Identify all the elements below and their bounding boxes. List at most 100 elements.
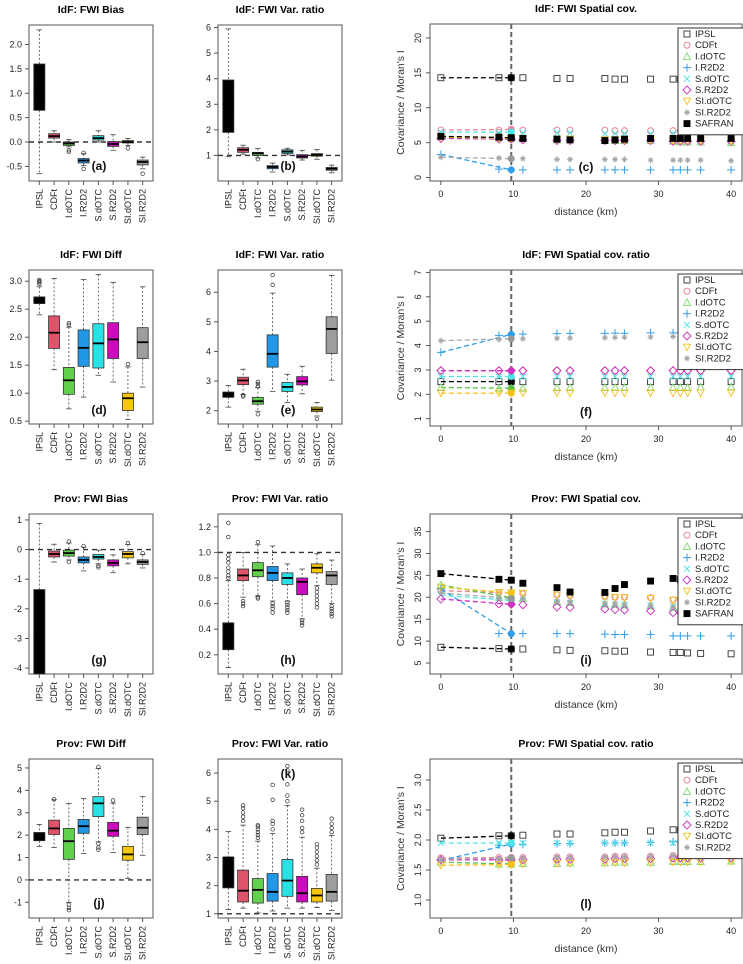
outlier-point: [285, 782, 290, 787]
highlight-point: [507, 589, 515, 597]
data-point: [696, 857, 705, 866]
box-I.dOTC: I.dOTC: [251, 379, 264, 461]
x-tick-label: S.dOTC: [93, 682, 103, 715]
data-point: [668, 389, 678, 398]
data-point: [436, 583, 446, 592]
box-I.dOTC: I.dOTC: [62, 321, 75, 461]
data-point: [601, 373, 609, 380]
data-point: [620, 389, 629, 398]
data-point: [612, 600, 619, 607]
y-tick-label: 1.5: [9, 64, 22, 74]
outlier-point: [314, 862, 320, 867]
outlier-point: [240, 604, 246, 609]
x-tick-label: S.R2D2: [297, 432, 307, 464]
series-dashed-line: [440, 128, 512, 131]
y-tick-label: 2: [413, 392, 423, 397]
data-point: [601, 126, 609, 134]
outlier-point: [299, 813, 305, 818]
series-SI.R2D2: [437, 154, 735, 164]
plot-frame: [28, 269, 154, 425]
outlier-point: [226, 565, 231, 570]
legend-symbol: [683, 276, 691, 284]
box-IPSL: IPSL: [33, 277, 46, 452]
chart-title: Prov: FWI Bias: [54, 493, 128, 505]
box-I.dOTC: I.dOTC: [251, 540, 264, 711]
data-point: [494, 859, 504, 868]
data-point: [436, 855, 446, 865]
data-point: [670, 157, 677, 164]
series-dashed-line: [440, 588, 512, 635]
data-point: [676, 165, 685, 174]
x-tick-label: S.R2D2: [108, 926, 118, 958]
outlier-point: [314, 589, 320, 595]
outlier-point: [285, 602, 290, 608]
data-point: [494, 389, 504, 398]
box-SI.dOTC: SI.dOTC: [121, 826, 134, 961]
legend-entry: S.R2D2: [695, 575, 728, 586]
y-tick-label: 0.0: [9, 137, 22, 147]
data-point: [621, 130, 628, 137]
outlier-point: [255, 832, 261, 838]
y-tick-label: 5: [17, 763, 22, 773]
data-point: [620, 630, 629, 639]
outlier-point: [285, 799, 290, 804]
outlier-point: [314, 601, 320, 606]
box-IPSL: IPSL: [222, 831, 235, 946]
chart-title: IdF: FWI Bias: [58, 4, 125, 16]
x-tick-label: I.R2D2: [268, 189, 278, 217]
data-point: [611, 367, 619, 375]
data-point: [566, 165, 575, 174]
x-tick-label: CDFt: [238, 926, 248, 947]
legend-symbol: [683, 321, 691, 329]
data-point: [519, 74, 527, 82]
y-tick-label: 3: [206, 852, 211, 862]
data-point: [437, 570, 445, 578]
outlier-point: [270, 821, 275, 826]
series-SI.dOTC: [436, 858, 736, 870]
y-tick-label: 4: [206, 824, 211, 834]
x-tick-label: I.dOTC: [253, 926, 263, 956]
legend-entry: I.R2D2: [695, 798, 725, 809]
legend-entry: SI.dOTC: [695, 342, 732, 353]
x-tick-label: S.R2D2: [297, 926, 307, 958]
outlier-point: [285, 763, 290, 769]
data-point: [553, 854, 560, 861]
data-point: [620, 857, 629, 866]
legend-entry: S.dOTC: [695, 320, 729, 331]
box-S.dOTC: S.dOTC: [92, 764, 105, 959]
outlier-point: [240, 814, 246, 819]
data-point: [621, 135, 628, 143]
data-point: [518, 629, 527, 638]
data-point: [494, 589, 504, 597]
data-point: [494, 599, 504, 609]
highlight-point: [507, 832, 515, 840]
box-body: [237, 869, 250, 903]
data-point: [645, 853, 656, 864]
y-tick-label: 0.5: [9, 416, 22, 426]
outlier-point: [314, 597, 320, 602]
legend-entry: SI.R2D2: [695, 107, 731, 118]
highlight-point: [507, 854, 515, 862]
box-I.dOTC: I.dOTC: [251, 822, 264, 956]
highlight-point: [507, 74, 515, 82]
data-point: [601, 137, 609, 144]
legend-symbol: [682, 575, 692, 585]
panel-label: (k): [281, 767, 296, 781]
outlier-point: [96, 845, 101, 850]
outlier-point: [255, 157, 261, 162]
data-point: [553, 646, 561, 654]
outlier-point: [285, 607, 290, 613]
data-point: [621, 828, 628, 836]
x-tick-label: 40: [726, 434, 736, 444]
y-tick-label: 1.2: [198, 522, 211, 532]
x-tick-label: CDFt: [238, 682, 248, 703]
y-tick-label: 4: [413, 343, 423, 348]
data-point: [495, 855, 502, 862]
legend-symbol: [684, 109, 690, 116]
chart-title: Prov: FWI Var. ratio: [232, 738, 328, 750]
data-point: [676, 389, 685, 398]
plot-frame: [217, 758, 343, 919]
y-tick-label: 15: [413, 68, 423, 78]
y-tick-label: 0.4: [198, 624, 211, 634]
y-tick-label: 1: [17, 515, 22, 525]
